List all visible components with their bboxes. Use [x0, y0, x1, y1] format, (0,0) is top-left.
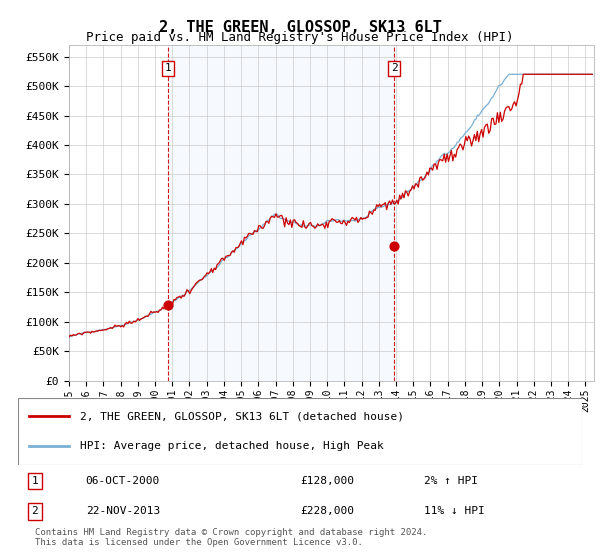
Text: 2: 2: [32, 506, 38, 516]
Text: 2: 2: [391, 63, 398, 73]
Text: 22-NOV-2013: 22-NOV-2013: [86, 506, 160, 516]
Text: 1: 1: [165, 63, 172, 73]
Text: Contains HM Land Registry data © Crown copyright and database right 2024.
This d: Contains HM Land Registry data © Crown c…: [35, 528, 427, 547]
Text: Price paid vs. HM Land Registry's House Price Index (HPI): Price paid vs. HM Land Registry's House …: [86, 31, 514, 44]
Text: 2% ↑ HPI: 2% ↑ HPI: [424, 476, 478, 486]
Point: [164, 301, 173, 310]
Text: 06-OCT-2000: 06-OCT-2000: [86, 476, 160, 486]
Text: HPI: Average price, detached house, High Peak: HPI: Average price, detached house, High…: [80, 441, 384, 451]
Text: 2, THE GREEN, GLOSSOP, SK13 6LT (detached house): 2, THE GREEN, GLOSSOP, SK13 6LT (detache…: [80, 412, 404, 422]
FancyBboxPatch shape: [18, 398, 582, 465]
Text: 2, THE GREEN, GLOSSOP, SK13 6LT: 2, THE GREEN, GLOSSOP, SK13 6LT: [158, 20, 442, 35]
Text: £228,000: £228,000: [300, 506, 354, 516]
Bar: [169, 45, 394, 381]
Text: 11% ↓ HPI: 11% ↓ HPI: [424, 506, 485, 516]
Point: [389, 242, 399, 251]
Text: 1: 1: [32, 476, 38, 486]
Text: £128,000: £128,000: [300, 476, 354, 486]
